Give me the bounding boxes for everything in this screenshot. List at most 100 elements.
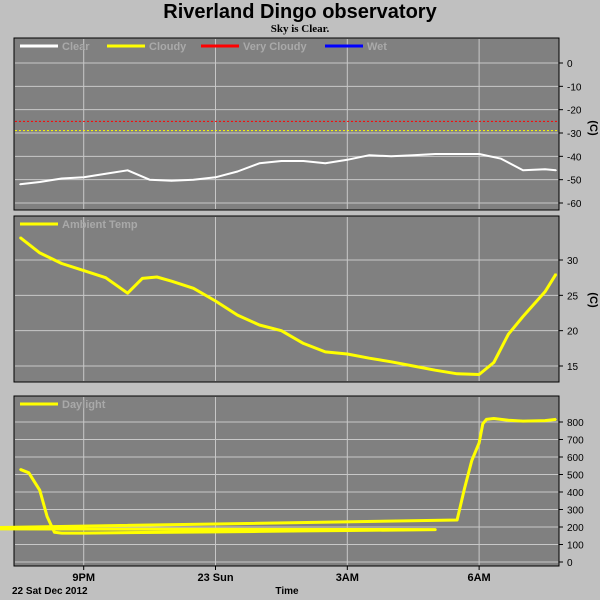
- data-point-0-6: [148, 178, 151, 181]
- y-tick-label-1-0: 30: [567, 256, 579, 267]
- data-point-0-15: [346, 159, 349, 161]
- x-tick-label-3: 6AM: [467, 572, 490, 584]
- data-point-2-10: [258, 530, 261, 533]
- data-point-2-25: [544, 419, 546, 422]
- data-point-2-12: [346, 529, 349, 532]
- data-point-2-14: [434, 528, 437, 531]
- data-point-1-26: [544, 291, 546, 293]
- data-point-2-6: [82, 532, 85, 534]
- y-tick-label-2-1: 700: [567, 436, 584, 447]
- data-point-2-18: [471, 459, 473, 462]
- data-point-1-3: [82, 269, 85, 272]
- data-point-2-9: [214, 531, 217, 533]
- data-point-2-20: [482, 423, 484, 425]
- y-tick-label-2-5: 300: [567, 506, 584, 517]
- data-point-0-1: [39, 181, 41, 183]
- data-point-2-21: [485, 418, 488, 421]
- threshold-lines: [15, 120, 558, 132]
- legend-label-0-3: Wet: [367, 41, 387, 53]
- legend-label-1-0: Ambient Temp: [62, 219, 138, 231]
- y-tick-label-2-4: 400: [567, 488, 584, 499]
- sky-panel: [13, 37, 560, 211]
- data-point-1-0: [19, 236, 21, 239]
- y-tick-label-1-1: 25: [567, 291, 579, 302]
- data-point-0-22: [500, 157, 502, 160]
- data-point-2-24: [522, 420, 524, 422]
- y-tick-label-2-7: 100: [567, 541, 584, 552]
- data-point-1-17: [368, 357, 371, 360]
- data-point-0-8: [192, 178, 195, 181]
- data-point-2-2: [39, 489, 41, 492]
- data-point-1-14: [302, 342, 305, 345]
- data-point-1-2: [60, 262, 63, 265]
- data-point-2-4: [53, 531, 56, 534]
- data-point-1-5: [126, 292, 129, 295]
- series-lines: [0, 153, 558, 535]
- data-point-0-7: [170, 180, 173, 182]
- y-tick-label-2-2: 600: [567, 453, 584, 464]
- x-tick-labels: 9PM 23 Sun 3AM 6AM: [72, 566, 491, 584]
- series-line-ambient-temp: [19, 236, 558, 376]
- data-point-1-7: [156, 276, 158, 278]
- legends: Clear Cloudy Very Cloudy Wet Ambient Temp Day…: [20, 41, 387, 411]
- data-point-0-2: [60, 177, 63, 180]
- data-point-1-13: [280, 329, 283, 332]
- y-tick-label-0-1: -10: [567, 82, 582, 93]
- data-point-2-26: [555, 418, 557, 421]
- data-point-2-7: [126, 531, 129, 534]
- data-point-0-17: [390, 155, 393, 158]
- data-point-1-4: [104, 276, 107, 279]
- y-tick-label-2-3: 500: [567, 471, 584, 482]
- data-point-0-13: [302, 160, 305, 162]
- data-point-0-24: [544, 168, 546, 170]
- data-point-0-5: [126, 169, 129, 172]
- data-point-0-18: [412, 154, 415, 156]
- y-tick-label-2-0: 800: [567, 418, 584, 429]
- data-point-1-21: [456, 373, 458, 375]
- data-point-0-0: [19, 183, 21, 186]
- data-point-1-9: [192, 287, 195, 290]
- data-point-2-5: [60, 532, 63, 534]
- data-point-1-10: [214, 300, 217, 302]
- grid-lines: [15, 39, 558, 565]
- legend-label-0-0: Clear: [62, 41, 90, 53]
- data-point-1-16: [346, 353, 349, 355]
- series-line-clear: [19, 153, 557, 186]
- data-point-0-19: [434, 153, 437, 155]
- data-point-2-16: [456, 519, 458, 521]
- data-point-0-10: [236, 170, 239, 173]
- data-point-2-23: [507, 419, 510, 422]
- y-tick-label-0-0: 0: [567, 59, 573, 70]
- y-tick-label-2-8: 0: [567, 558, 573, 569]
- data-point-0-21: [478, 153, 480, 155]
- ambient-panel: [13, 215, 560, 383]
- y-tick-label-1-3: 15: [567, 362, 579, 373]
- data-point-2-22: [493, 417, 495, 420]
- data-point-0-11: [258, 162, 261, 165]
- data-point-2-17: [463, 487, 466, 490]
- data-point-1-22: [478, 373, 480, 376]
- sky-y-unit: (C): [587, 120, 599, 136]
- y-tick-label-0-5: -50: [567, 176, 582, 187]
- legend-label-0-1: Cloudy: [149, 41, 187, 53]
- legend-label-2-0: Daylight: [62, 399, 106, 411]
- x-tick-label-2: 3AM: [336, 572, 359, 584]
- data-point-0-9: [214, 176, 217, 179]
- x-axis-label: Time: [275, 586, 299, 597]
- sky-status-text: Sky is Clear.: [270, 23, 330, 35]
- data-point-2-19: [478, 442, 480, 444]
- y-tick-label-0-3: -30: [567, 129, 582, 140]
- data-point-0-3: [82, 176, 85, 179]
- data-point-1-25: [522, 315, 524, 318]
- data-point-2-8: [170, 531, 173, 534]
- y-tick-label-0-4: -40: [567, 152, 582, 163]
- data-point-2-0: [19, 468, 21, 471]
- data-point-0-20: [456, 153, 458, 155]
- data-point-1-19: [412, 365, 415, 367]
- data-point-2-13: [390, 529, 393, 531]
- daylight-panel: [13, 395, 560, 567]
- data-point-0-25: [555, 169, 557, 172]
- legend-label-0-2: Very Cloudy: [243, 41, 307, 53]
- y-tick-label-1-2: 20: [567, 327, 579, 338]
